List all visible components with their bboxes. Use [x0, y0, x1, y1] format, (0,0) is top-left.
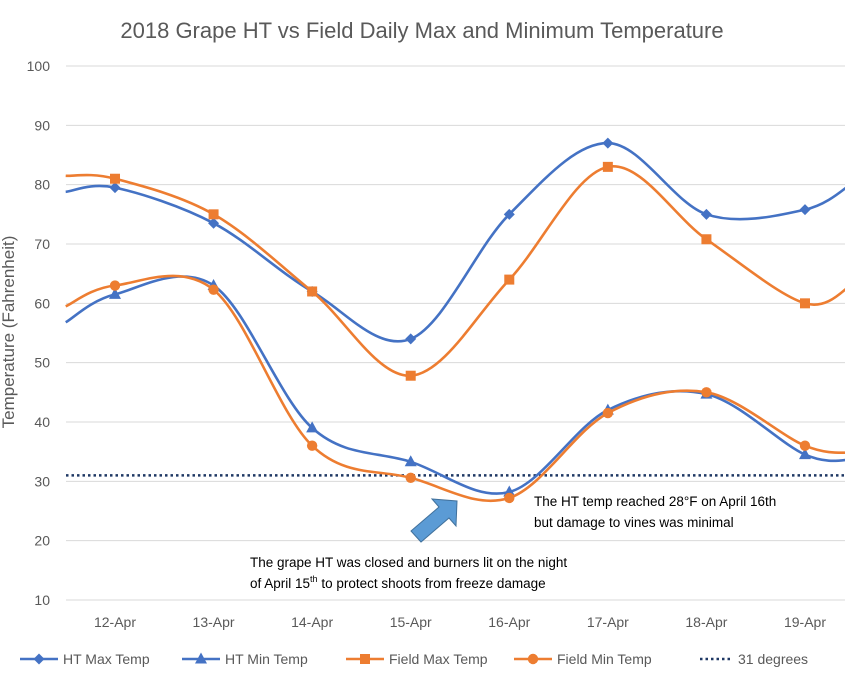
legend-label: Field Min Temp — [557, 651, 652, 667]
data-point — [700, 208, 712, 220]
x-tick-label: 18-Apr — [685, 614, 727, 630]
data-point — [798, 448, 811, 460]
y-tick-label: 20 — [34, 533, 50, 549]
data-point — [110, 173, 120, 184]
legend-label: Field Max Temp — [389, 651, 488, 667]
y-tick-label: 50 — [34, 355, 50, 371]
series-triangle — [65, 275, 845, 497]
y-tick-label: 60 — [34, 295, 50, 311]
annotations: The HT temp reached 28°F on April 16th bu… — [250, 494, 776, 591]
y-axis-title: Temperature (Fahrenheit) — [0, 236, 18, 429]
legend-item: Field Max Temp — [346, 651, 488, 667]
data-point — [503, 208, 515, 220]
legend-swatch-marker — [527, 653, 539, 665]
y-tick-label: 10 — [34, 592, 50, 608]
data-point — [799, 298, 810, 309]
data-point — [208, 209, 219, 220]
x-tick-label: 16-Apr — [488, 614, 530, 630]
data-point — [602, 161, 613, 172]
annotation-line: The grape HT was closed and burners lit … — [250, 555, 567, 570]
y-tick-labels: 10 20 30 40 50 60 70 80 90 100 — [27, 58, 51, 608]
legend-label: HT Max Temp — [63, 651, 150, 667]
series-group — [65, 137, 845, 504]
legend-item: Field Min Temp — [514, 651, 652, 667]
data-point — [504, 274, 515, 285]
data-point — [602, 407, 614, 419]
legend-label: HT Min Temp — [225, 651, 308, 667]
y-tick-label: 100 — [27, 58, 51, 74]
data-point — [306, 421, 319, 433]
y-tick-label: 30 — [34, 473, 50, 489]
annotation-arrow — [410, 498, 458, 543]
data-point — [208, 217, 220, 229]
series-square — [65, 161, 845, 381]
x-tick-label: 14-Apr — [291, 614, 333, 630]
legend-swatch-marker — [33, 653, 45, 665]
data-point — [109, 287, 121, 299]
x-tick-labels: 12-Apr 13-Apr 14-Apr 15-Apr 16-Apr 17-Apr 18-A… — [94, 614, 826, 630]
chart-title: 2018 Grape HT vs Field Daily Max and Min… — [120, 18, 723, 43]
data-point — [405, 333, 417, 345]
data-point — [504, 492, 515, 504]
legend-item: HT Max Temp — [20, 651, 150, 667]
data-point — [404, 455, 417, 467]
legend-item: HT Min Temp — [182, 651, 308, 667]
series-line — [65, 141, 845, 343]
annotation-line: but damage to vines was minimal — [534, 515, 734, 530]
series-line — [65, 274, 845, 503]
x-tick-label: 17-Apr — [587, 614, 629, 630]
series-line — [65, 275, 845, 495]
data-point — [405, 472, 416, 483]
data-point — [307, 286, 318, 297]
legend-label: 31 degrees — [738, 651, 808, 667]
legend: HT Max Temp HT Min Temp Field Max Temp Fiel… — [20, 651, 808, 667]
gridlines — [66, 65, 845, 601]
series-circle — [65, 274, 845, 504]
y-tick-label: 40 — [34, 414, 50, 430]
series-line — [65, 165, 845, 378]
data-point — [799, 440, 811, 451]
data-point — [208, 284, 219, 295]
series-diamond — [65, 137, 845, 345]
x-tick-label: 15-Apr — [390, 614, 432, 630]
data-point — [701, 387, 712, 398]
annotation-line: of April 15th to protect shoots from fre… — [250, 574, 546, 591]
x-tick-label: 19-Apr — [784, 614, 826, 630]
data-point — [306, 440, 318, 451]
data-point — [602, 137, 614, 149]
annotation-line: The HT temp reached 28°F on April 16th — [534, 494, 776, 509]
data-point — [799, 204, 811, 216]
y-tick-label: 80 — [34, 177, 50, 193]
legend-swatch-marker — [360, 654, 370, 664]
data-point — [405, 370, 416, 381]
data-point — [109, 182, 121, 194]
y-tick-label: 90 — [34, 117, 50, 133]
data-point — [109, 280, 121, 291]
y-tick-label: 70 — [34, 236, 50, 252]
legend-item: 31 degrees — [700, 651, 808, 667]
legend-swatch-marker — [195, 652, 207, 664]
x-tick-label: 13-Apr — [193, 614, 235, 630]
x-tick-label: 12-Apr — [94, 614, 136, 630]
data-point — [701, 234, 712, 245]
